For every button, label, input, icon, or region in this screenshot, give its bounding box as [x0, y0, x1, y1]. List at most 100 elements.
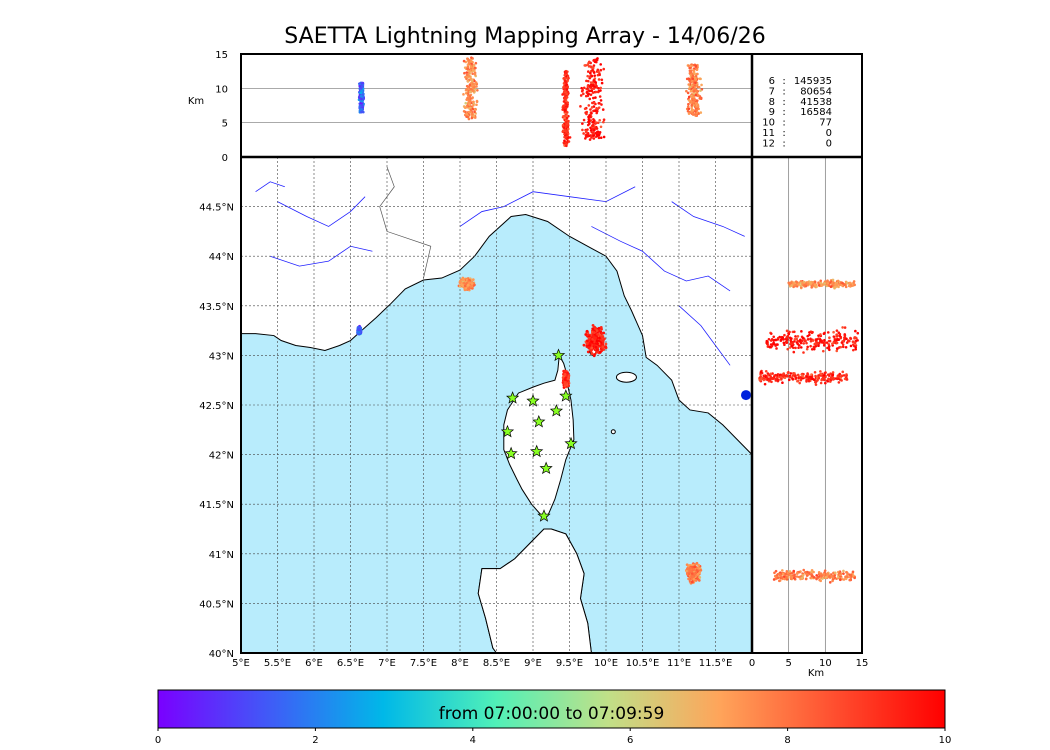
top-source-point: [476, 89, 479, 92]
map-x-tick-label: 8°E: [451, 658, 469, 669]
map-x-tick-label: 9°E: [524, 658, 542, 669]
stats-count: 145935: [794, 76, 832, 87]
top-source-point: [465, 87, 469, 91]
map-source-point: [604, 342, 608, 346]
map-source-point: [592, 354, 596, 358]
right-source-point: [811, 280, 815, 284]
top-source-point: [565, 133, 568, 136]
map-x-tick-label: 10.5°E: [626, 658, 660, 669]
top-source-point: [474, 66, 477, 70]
top-source-point: [565, 117, 569, 120]
right-source-point: [808, 333, 811, 337]
top-source-point: [689, 100, 692, 104]
country-border: [379, 166, 432, 279]
top-source-point: [562, 104, 565, 108]
right-source-point: [791, 377, 794, 381]
top-source-point: [462, 93, 465, 96]
right-source-point: [829, 376, 833, 379]
right-source-point: [776, 576, 780, 580]
right-source-point: [822, 377, 826, 380]
top-source-point: [600, 103, 603, 106]
station-star-1: [505, 391, 520, 404]
top-source-point: [587, 92, 590, 96]
top-source-point: [602, 118, 606, 122]
right-x-tick-label: 10: [819, 658, 832, 669]
top-source-point: [685, 89, 688, 93]
top-source-point: [694, 93, 698, 97]
right-source-point: [822, 332, 826, 335]
right-source-point: [814, 383, 818, 386]
right-source-point: [800, 576, 804, 580]
right-source-point: [834, 285, 837, 289]
map-source-point: [563, 382, 567, 386]
right-source-point: [772, 342, 776, 346]
right-source-cluster-3: [772, 568, 856, 584]
river-6: [255, 181, 285, 193]
right-source-point: [813, 342, 817, 346]
top-source-point: [586, 87, 589, 90]
right-source-point: [793, 338, 797, 341]
right-source-point: [813, 346, 816, 349]
top-source-point: [565, 95, 569, 99]
top-source-point: [592, 87, 596, 90]
right-source-point: [802, 568, 806, 572]
right-source-point: [834, 571, 837, 575]
top-source-point: [586, 63, 590, 67]
top-source-point: [467, 110, 471, 114]
top-source-point: [563, 135, 567, 139]
right-source-point: [826, 331, 830, 334]
top-source-point: [599, 86, 603, 90]
right-source-point: [831, 378, 835, 381]
right-source-point: [832, 335, 836, 338]
top-source-point: [359, 91, 363, 95]
right-source-point: [782, 372, 786, 375]
right-source-point: [840, 374, 844, 378]
map-source-point: [591, 327, 595, 331]
map-source-cluster-1: [582, 324, 608, 358]
right-source-point: [804, 577, 808, 581]
right-source-point: [826, 572, 830, 576]
right-source-point: [796, 379, 799, 383]
right-source-point: [816, 576, 820, 579]
map-source-point: [471, 278, 475, 282]
right-source-point: [835, 341, 839, 345]
map-source-point: [592, 336, 596, 339]
right-source-point: [815, 338, 819, 341]
top-source-point: [562, 85, 565, 89]
right-source-point: [817, 284, 821, 287]
top-source-point: [586, 84, 590, 88]
top-source-point: [565, 92, 569, 96]
right-source-point: [790, 575, 794, 579]
map-source-point: [594, 345, 598, 349]
top-source-point: [468, 83, 472, 87]
top-source-point: [471, 68, 474, 71]
right-source-point: [819, 381, 823, 385]
top-source-point: [586, 132, 590, 136]
right-source-point: [812, 570, 815, 574]
map-source-point: [695, 568, 699, 572]
right-source-point: [842, 374, 846, 377]
top-source-point: [563, 139, 566, 142]
right-source-point: [795, 575, 799, 578]
top-y-tick-label: 5: [222, 119, 228, 130]
top-source-point: [563, 128, 567, 132]
right-source-point: [842, 572, 845, 575]
right-source-point: [805, 378, 808, 382]
right-source-point: [817, 376, 821, 380]
top-source-point: [581, 128, 584, 132]
right-source-point: [785, 576, 788, 579]
top-source-point: [591, 120, 595, 124]
top-source-point: [563, 142, 566, 145]
top-source-point: [586, 70, 590, 73]
right-source-point: [849, 573, 853, 577]
map-source-point: [691, 580, 694, 584]
map-x-tick-label: 8.5°E: [483, 658, 510, 669]
right-source-point: [759, 370, 763, 374]
map-source-point: [592, 343, 596, 347]
top-source-point: [470, 116, 474, 120]
right-source-point: [813, 283, 817, 286]
map-source-point: [356, 330, 360, 334]
stats-count: 0: [826, 128, 832, 139]
colorbar-tick-label: 6: [627, 735, 633, 746]
right-source-point: [831, 373, 835, 376]
